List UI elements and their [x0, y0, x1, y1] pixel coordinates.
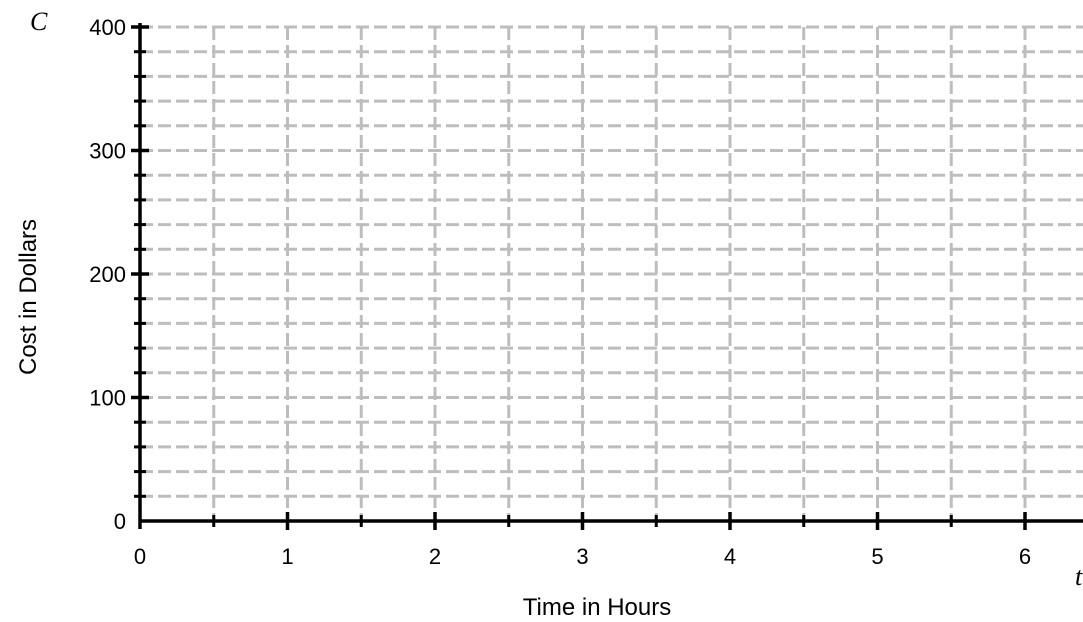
y-tick-label: 300	[89, 139, 126, 164]
y-tick-label: 100	[89, 386, 126, 411]
x-axis-variable: t	[1075, 562, 1083, 591]
x-tick-label: 2	[429, 544, 441, 569]
x-tick-label: 3	[576, 544, 588, 569]
x-tick-label: 6	[1019, 544, 1031, 569]
y-axis-title: Cost in Dollars	[15, 219, 42, 375]
tick-labels: 0 1 2 3 4 5 6 0 100 200 300 400	[89, 15, 1031, 569]
y-tick-label: 0	[114, 509, 126, 534]
x-axis-title: Time in Hours	[523, 594, 671, 621]
x-tick-label: 4	[724, 544, 736, 569]
x-tick-label: 1	[281, 544, 293, 569]
axes	[131, 23, 1083, 530]
grid	[140, 25, 1083, 521]
y-tick-label: 400	[89, 15, 126, 40]
x-tick-label: 0	[134, 544, 146, 569]
y-tick-label: 200	[89, 262, 126, 287]
x-tick-label: 5	[871, 544, 883, 569]
y-axis-variable: C	[30, 7, 48, 36]
